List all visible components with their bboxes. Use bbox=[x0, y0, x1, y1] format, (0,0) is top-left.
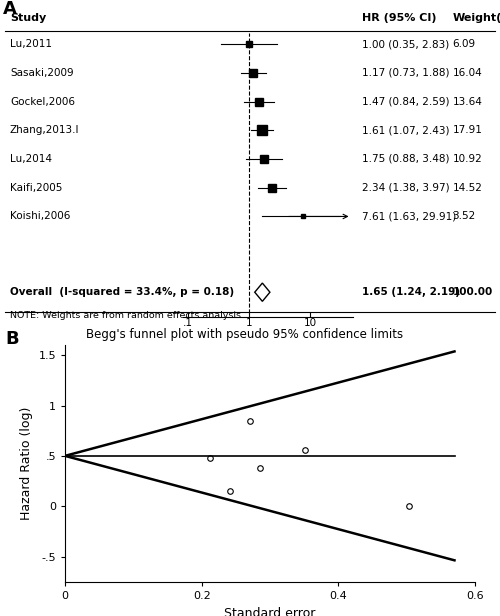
Text: B: B bbox=[5, 330, 18, 347]
Text: Weight(%): Weight(%) bbox=[452, 13, 500, 23]
Text: Gockel,2006: Gockel,2006 bbox=[10, 97, 75, 107]
Text: Kaifi,2005: Kaifi,2005 bbox=[10, 183, 62, 193]
Text: 1.75 (0.88, 3.48): 1.75 (0.88, 3.48) bbox=[362, 154, 450, 164]
Text: NOTE: Weights are from random effects analysis: NOTE: Weights are from random effects an… bbox=[10, 311, 241, 320]
Text: 1.61 (1.07, 2.43): 1.61 (1.07, 2.43) bbox=[362, 125, 450, 136]
Y-axis label: Hazard Ratio (log): Hazard Ratio (log) bbox=[20, 407, 33, 521]
Text: 16.04: 16.04 bbox=[452, 68, 482, 78]
Text: HR (95% CI): HR (95% CI) bbox=[362, 13, 437, 23]
Text: 7.61 (1.63, 29.91): 7.61 (1.63, 29.91) bbox=[362, 211, 457, 222]
Text: Sasaki,2009: Sasaki,2009 bbox=[10, 68, 74, 78]
Text: Begg's funnel plot with pseudo 95% confidence limits: Begg's funnel plot with pseudo 95% confi… bbox=[86, 328, 402, 341]
Text: Lu,2011: Lu,2011 bbox=[10, 39, 52, 49]
Text: 6.09: 6.09 bbox=[452, 39, 475, 49]
Text: 2.34 (1.38, 3.97): 2.34 (1.38, 3.97) bbox=[362, 183, 450, 193]
Text: 1.65 (1.24, 2.19): 1.65 (1.24, 2.19) bbox=[362, 287, 460, 297]
Text: .1: .1 bbox=[182, 318, 192, 328]
Text: Overall  (I-squared = 33.4%, p = 0.18): Overall (I-squared = 33.4%, p = 0.18) bbox=[10, 287, 234, 297]
Text: 10: 10 bbox=[304, 318, 317, 328]
Text: 13.64: 13.64 bbox=[452, 97, 482, 107]
Text: Study: Study bbox=[10, 13, 46, 23]
Text: 17.91: 17.91 bbox=[452, 125, 482, 136]
Text: Koishi,2006: Koishi,2006 bbox=[10, 211, 70, 222]
Text: 3.52: 3.52 bbox=[452, 211, 476, 222]
Text: Lu,2014: Lu,2014 bbox=[10, 154, 52, 164]
X-axis label: Standard error: Standard error bbox=[224, 607, 316, 616]
Text: 1.47 (0.84, 2.59): 1.47 (0.84, 2.59) bbox=[362, 97, 450, 107]
Text: 14.52: 14.52 bbox=[452, 183, 482, 193]
Text: A: A bbox=[2, 0, 16, 18]
Text: Zhang,2013.I: Zhang,2013.I bbox=[10, 125, 80, 136]
Text: 1.00 (0.35, 2.83): 1.00 (0.35, 2.83) bbox=[362, 39, 450, 49]
Text: 10.92: 10.92 bbox=[452, 154, 482, 164]
Text: 1.17 (0.73, 1.88): 1.17 (0.73, 1.88) bbox=[362, 68, 450, 78]
Text: 1: 1 bbox=[246, 318, 252, 328]
Text: 100.00: 100.00 bbox=[452, 287, 493, 297]
